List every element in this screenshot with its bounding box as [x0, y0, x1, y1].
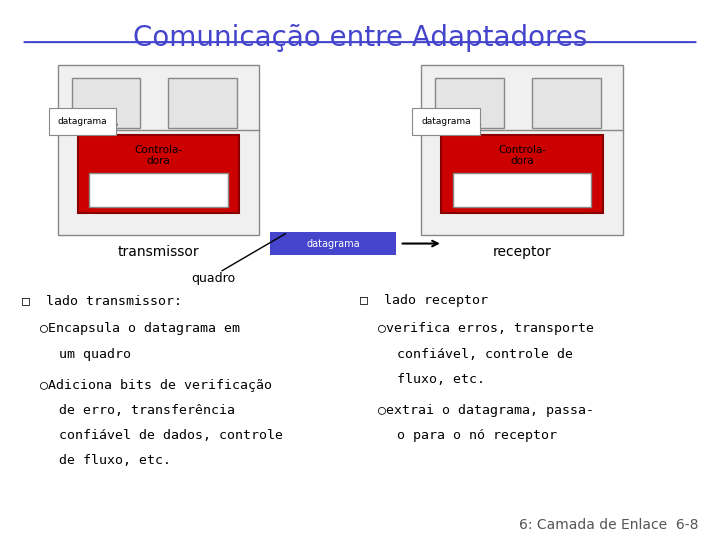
Text: confiável de dados, controle: confiável de dados, controle [59, 429, 283, 442]
FancyBboxPatch shape [453, 173, 591, 207]
FancyBboxPatch shape [168, 78, 237, 128]
FancyBboxPatch shape [78, 134, 239, 213]
Text: um quadro: um quadro [59, 348, 131, 361]
FancyBboxPatch shape [421, 65, 623, 235]
Text: Controla-
dora: Controla- dora [135, 145, 182, 166]
Text: □  lado transmissor:: □ lado transmissor: [22, 294, 181, 307]
FancyBboxPatch shape [436, 78, 504, 128]
Text: datagrama: datagrama [306, 239, 360, 248]
FancyBboxPatch shape [441, 134, 603, 213]
FancyBboxPatch shape [58, 65, 259, 235]
Text: ○extrai o datagrama, passa-: ○extrai o datagrama, passa- [378, 404, 594, 417]
Text: □  lado receptor: □ lado receptor [360, 294, 488, 307]
Text: receptor: receptor [492, 245, 552, 259]
Text: ○Encapsula o datagrama em: ○Encapsula o datagrama em [40, 322, 240, 335]
FancyBboxPatch shape [270, 232, 396, 255]
Text: o para o nó receptor: o para o nó receptor [397, 429, 557, 442]
FancyBboxPatch shape [532, 78, 600, 128]
Text: ○verifica erros, transporte: ○verifica erros, transporte [378, 322, 594, 335]
Text: datagrama: datagrama [58, 117, 107, 126]
Text: quadro: quadro [191, 272, 235, 285]
Text: datagrama: datagrama [421, 117, 471, 126]
Text: 6: Camada de Enlace  6-8: 6: Camada de Enlace 6-8 [519, 518, 698, 532]
Text: transmissor: transmissor [117, 245, 199, 259]
Text: fluxo, etc.: fluxo, etc. [397, 373, 485, 386]
Text: Comunicação entre Adaptadores: Comunicação entre Adaptadores [132, 24, 588, 52]
FancyBboxPatch shape [89, 173, 228, 207]
Text: Controla-
dora: Controla- dora [498, 145, 546, 166]
Text: confiável, controle de: confiável, controle de [397, 348, 573, 361]
FancyBboxPatch shape [72, 78, 140, 128]
Text: de fluxo, etc.: de fluxo, etc. [59, 454, 171, 467]
Text: de erro, transferência: de erro, transferência [59, 404, 235, 417]
Text: ○Adiciona bits de verificação: ○Adiciona bits de verificação [40, 379, 271, 392]
